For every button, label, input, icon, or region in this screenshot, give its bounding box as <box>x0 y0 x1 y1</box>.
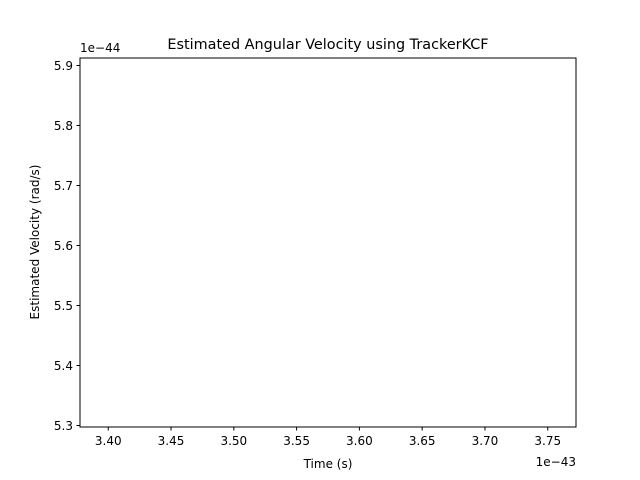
x-axis-offset-label: 1e−43 <box>536 455 576 469</box>
x-tick-label: 3.70 <box>472 434 499 448</box>
y-tick-label: 5.9 <box>54 59 73 73</box>
y-tick-label: 5.6 <box>54 239 73 253</box>
plot-area <box>79 57 577 428</box>
x-tick-label: 3.75 <box>534 434 561 448</box>
x-axis: 3.40 3.45 3.50 3.55 3.60 3.65 3.70 3.75 <box>95 427 561 448</box>
x-tick-label: 3.55 <box>283 434 310 448</box>
x-axis-label: Time (s) <box>303 457 353 471</box>
x-tick-label: 3.50 <box>220 434 247 448</box>
y-axis: 5.3 5.4 5.5 5.6 5.7 5.8 5.9 <box>54 59 80 433</box>
x-tick-label: 3.45 <box>158 434 185 448</box>
y-tick-label: 5.3 <box>54 419 73 433</box>
y-tick-label: 5.7 <box>54 179 73 193</box>
axes-frame <box>79 57 577 428</box>
y-tick-label: 5.8 <box>54 119 73 133</box>
y-tick-label: 5.5 <box>54 299 73 313</box>
x-tick-label: 3.40 <box>95 434 122 448</box>
y-axis-offset-label: 1e−44 <box>80 41 120 55</box>
x-tick-label: 3.60 <box>346 434 373 448</box>
y-axis-label: Estimated Velocity (rad/s) <box>28 165 42 320</box>
y-tick-label: 5.4 <box>54 359 73 373</box>
x-tick-label: 3.65 <box>409 434 436 448</box>
chart-title: Estimated Angular Velocity using Tracker… <box>167 37 488 53</box>
